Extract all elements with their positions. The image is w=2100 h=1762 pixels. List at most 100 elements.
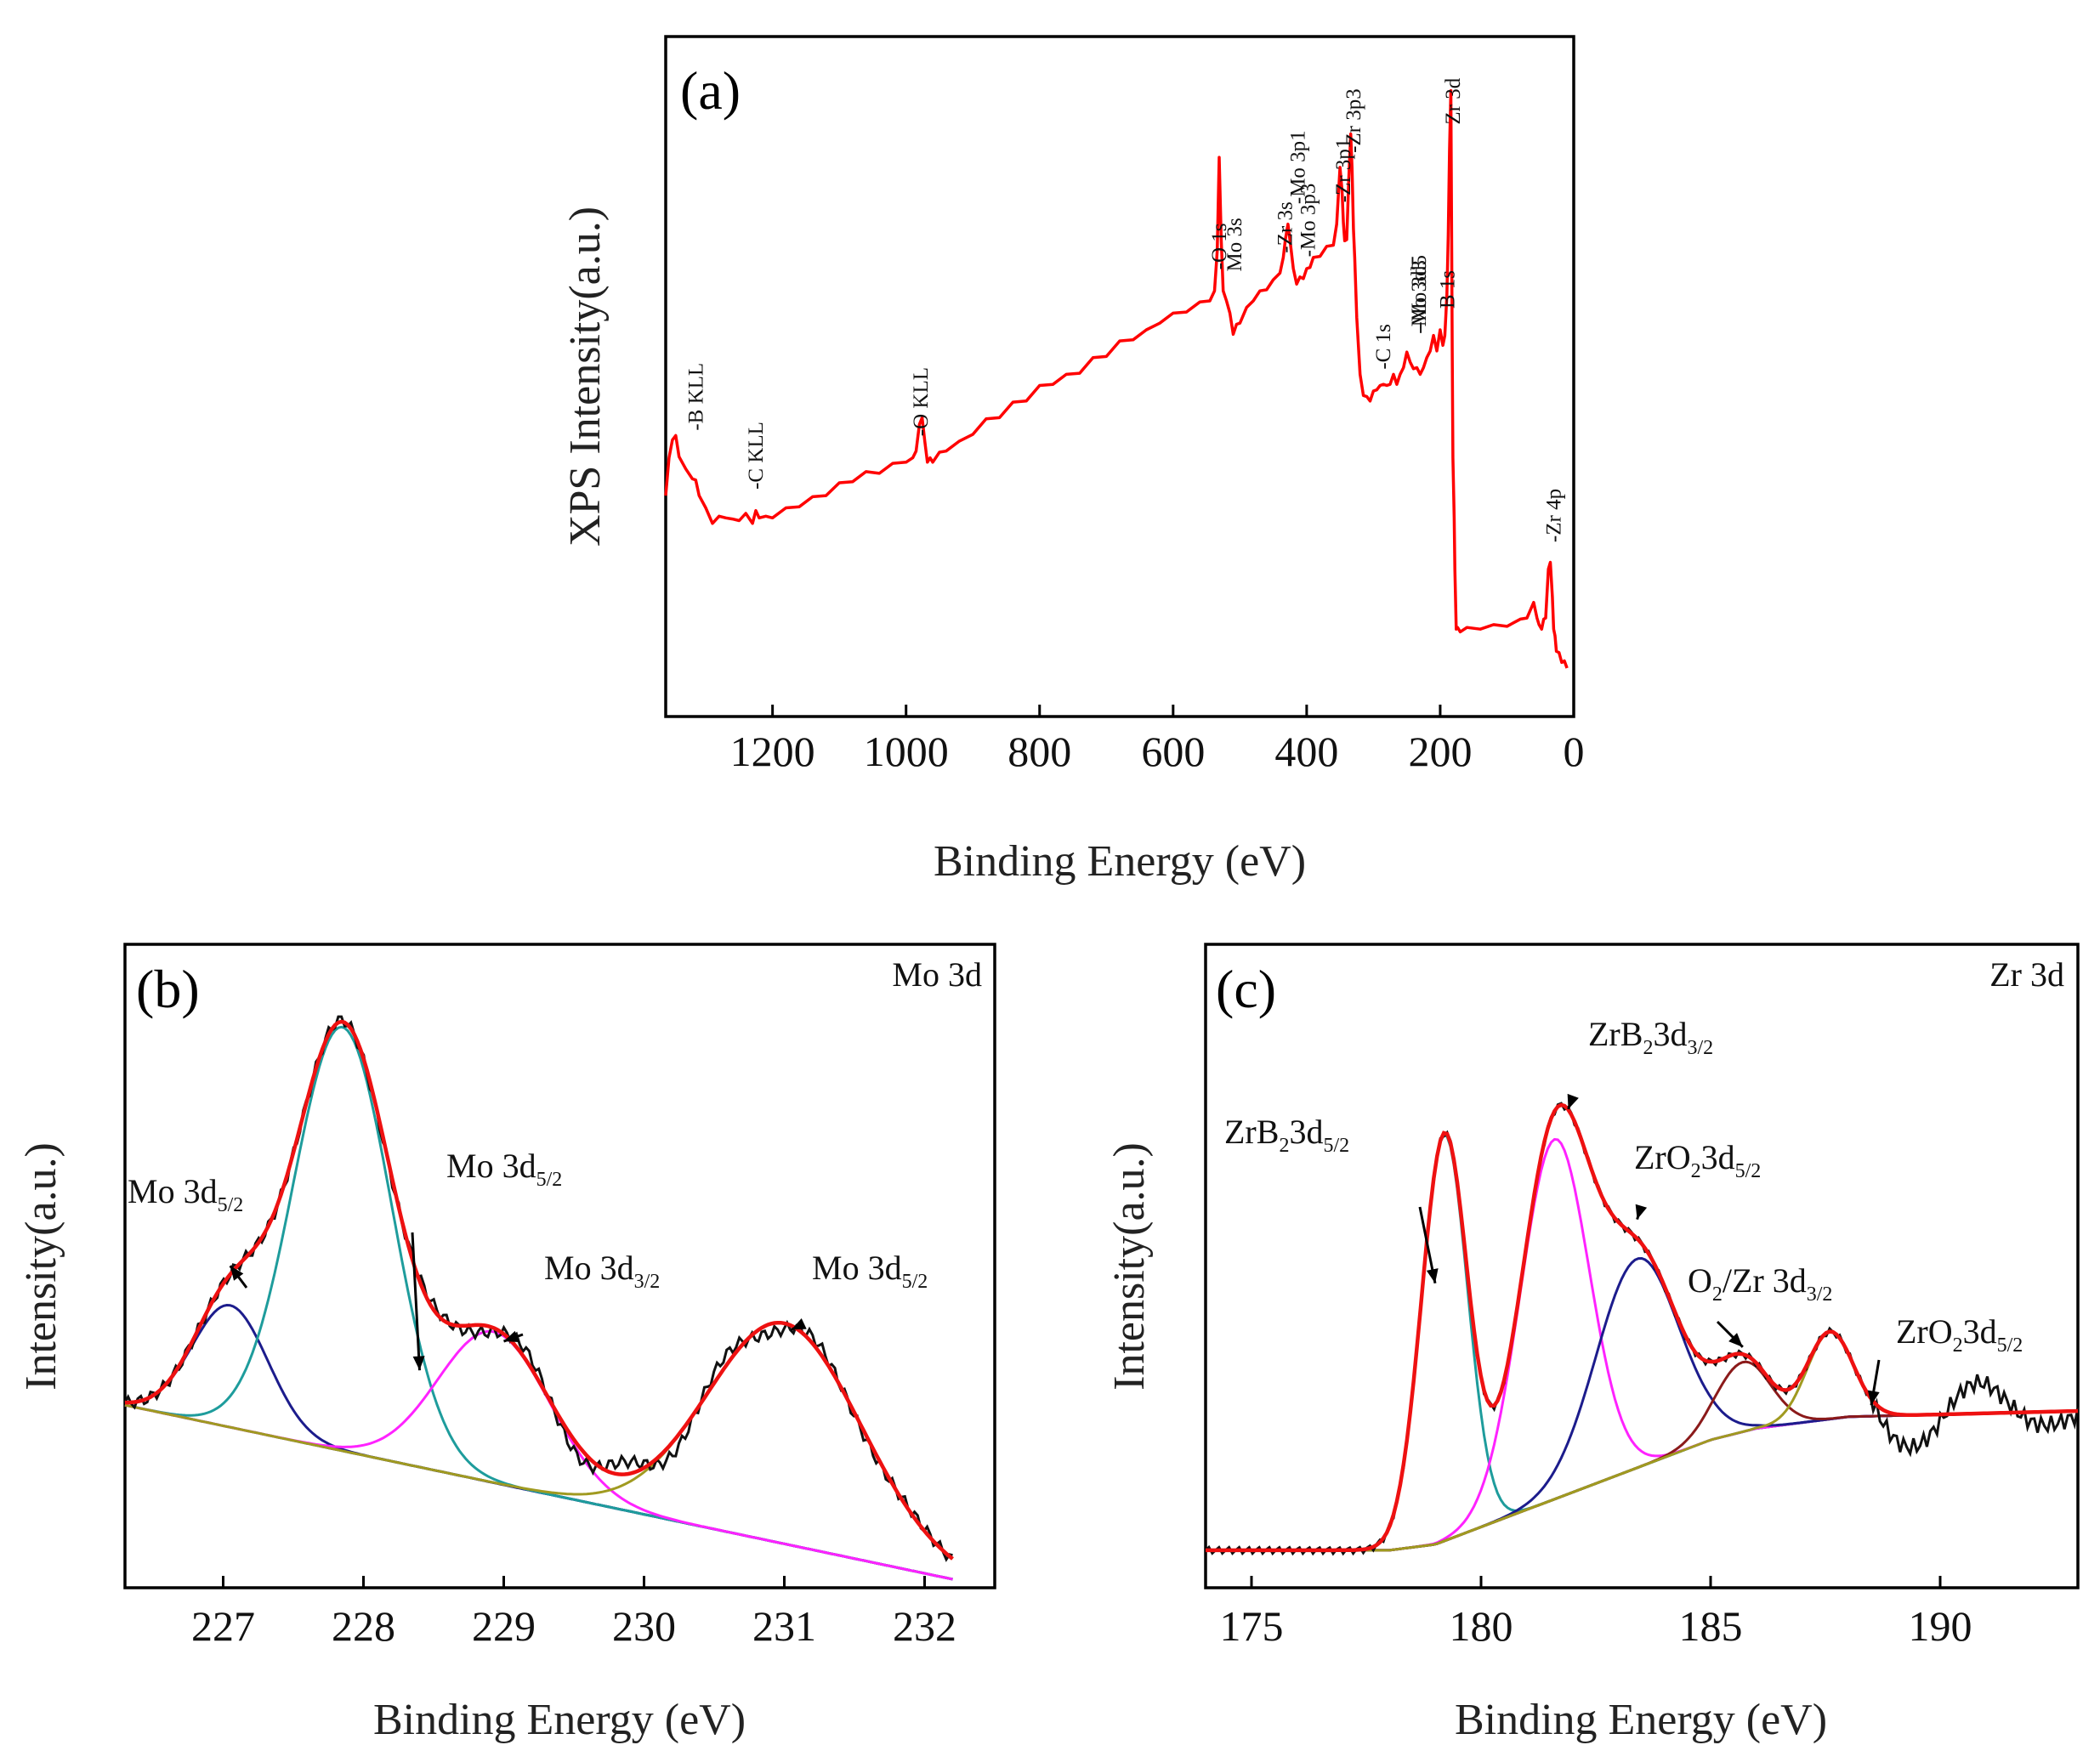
zr-3d-panel: 175 180 185 190 ZrB23d5/2 ZrB23d3/2 ZrO23d5/2… <box>1105 943 2080 1744</box>
panel-b-x-tick-label: 230 <box>612 1602 676 1650</box>
panel-b-annotation-arrowhead <box>230 1266 244 1281</box>
panel-c-annotation-rest: 3d <box>1289 1113 1323 1151</box>
panel-c-annotation-arrowhead <box>1426 1268 1439 1283</box>
panel-c-baseline <box>1206 1409 2079 1552</box>
panel-c-annotation-text: ZrB23d5/2 <box>1224 1113 1349 1157</box>
panel-b-x-axis-label: Binding Energy (eV) <box>373 1696 746 1744</box>
panel-a-peak-label: -Zr 3p3 <box>1342 88 1365 153</box>
panel-a-peak-label: -C KLL <box>745 422 768 490</box>
panel-b-x-tick-label: 227 <box>191 1602 255 1650</box>
panel-a-ticks: 1200 1000 800 600 400 200 0 <box>730 705 1585 775</box>
panel-c-curves <box>1204 1102 2080 1556</box>
panel-c-annotation-subscript: 5/2 <box>1997 1334 2023 1357</box>
panel-c-x-axis-label: Binding Energy (eV) <box>1455 1696 1827 1744</box>
panel-c-x-tick-label: 180 <box>1450 1602 1513 1650</box>
panel-b-annotation-arrowhead <box>412 1356 425 1371</box>
panel-c-annotation-subscript: 3/2 <box>1687 1037 1713 1059</box>
panel-a-peak-label: Zr 3d <box>1442 77 1465 124</box>
panel-b-curves <box>123 1015 954 1581</box>
panel-c-annotation-subscript: 3/2 <box>1807 1283 1833 1306</box>
panel-c-annotation-subscript: 5/2 <box>1735 1160 1762 1182</box>
panel-a-x-tick-label: 200 <box>1408 728 1472 775</box>
panel-b-component-curve <box>125 1303 953 1581</box>
panel-b-annotation-text: Mo 3d5/2 <box>446 1147 562 1191</box>
panel-c-component-curve <box>1206 1256 2079 1552</box>
panel-a-x-tick-label: 1000 <box>864 728 949 775</box>
panel-c-annotation-subscript: 2 <box>1643 1037 1653 1059</box>
panel-c-x-tick-label: 175 <box>1220 1602 1284 1650</box>
panel-c-annotation-subscript: 2 <box>1712 1283 1723 1306</box>
panel-a-peak-label: Mo 3s <box>1223 218 1246 271</box>
panel-a-y-axis-label: XPS Intensity(a.u.) <box>561 207 610 547</box>
survey-spectrum-panel: 1200 1000 800 600 400 200 0 -B KLL -C KLL -O KLL… <box>561 35 1585 886</box>
panel-a-x-tick-label: 800 <box>1007 728 1071 775</box>
panel-a-peak-label: -Mo 3p1 <box>1287 130 1310 204</box>
panel-b-annotation-text: Mo 3d3/2 <box>544 1249 660 1293</box>
panel-b-annotation-arrow <box>411 1232 421 1371</box>
panel-c-annotation-subscript: 2 <box>1953 1334 1963 1357</box>
panel-c-envelope-curve <box>1206 1102 2079 1553</box>
panel-c-annotation-text: ZrO23d5/2 <box>1634 1138 1761 1182</box>
panel-c-annotation-rest: 3d <box>1653 1015 1687 1053</box>
panel-c-y-axis-label: Intensity(a.u.) <box>1105 1142 1154 1391</box>
panel-a-peak-label: -Mo 3d3 <box>1408 260 1431 334</box>
panel-b-annotation-subscript: 5/2 <box>218 1194 244 1216</box>
panel-a-peak-label: -Mo 3p3 <box>1297 184 1320 258</box>
panel-c-annotation-rest: /Zr 3d <box>1723 1261 1807 1300</box>
panel-c-annotation-arrowhead <box>1867 1390 1880 1406</box>
panel-a-peak-label: -Mo 3d5 <box>1408 255 1431 329</box>
panel-b-x-tick-label: 231 <box>752 1602 816 1650</box>
panel-c-annotation-text: ZrO23d5/2 <box>1896 1312 2023 1357</box>
panel-b-envelope-curve <box>125 1019 954 1561</box>
panel-b-annotation-text: Mo 3d5/2 <box>812 1249 928 1293</box>
panel-c-annotation-text: O2/Zr 3d3/2 <box>1688 1261 1832 1306</box>
panel-a-x-tick-label: 600 <box>1141 728 1205 775</box>
panel-a-x-axis-label: Binding Energy (eV) <box>934 837 1306 886</box>
panel-c-ticks: 175 180 185 190 <box>1220 1576 1972 1650</box>
panel-b-ticks: 227 228 229 230 231 232 <box>191 1576 956 1650</box>
panel-b-x-tick-label: 228 <box>332 1602 395 1650</box>
panel-a-frame <box>664 35 1575 718</box>
panel-b-annotation-subscript: 5/2 <box>536 1169 563 1191</box>
panel-b-annotation-arrowhead <box>791 1317 807 1330</box>
panel-a-peak-label: B 1s <box>1437 270 1460 309</box>
panel-b-frame <box>123 943 996 1589</box>
panel-a-x-tick-label: 1200 <box>730 728 815 775</box>
panel-c-annotation-subscript: 2 <box>1279 1135 1289 1157</box>
panel-b-component-curve <box>124 1025 953 1581</box>
panel-b-label: (b) <box>136 959 200 1019</box>
panel-a-peak-label: -Zr 3p1 <box>1332 139 1355 203</box>
panel-a-x-tick-label: 400 <box>1274 728 1338 775</box>
panel-c-annotation-rest: 3d <box>1963 1312 1997 1351</box>
panel-b-annotation-text: Mo 3d5/2 <box>128 1172 243 1216</box>
panel-b-annotation-arrowhead <box>503 1330 519 1343</box>
panel-b-corner-label: Mo 3d <box>892 955 982 994</box>
panel-c-annotation-arrowhead <box>1728 1333 1743 1347</box>
panel-a-label: (a) <box>680 60 741 121</box>
panel-b-x-tick-label: 232 <box>893 1602 956 1650</box>
panel-c-annotation-text: ZrB23d3/2 <box>1588 1015 1713 1059</box>
panel-b-measured-curve <box>123 1015 953 1562</box>
panel-c-component-curve <box>1206 1360 2079 1552</box>
panel-b-annotation-subscript: 3/2 <box>634 1271 661 1293</box>
panel-c-x-tick-label: 190 <box>1909 1602 1972 1650</box>
panel-b-y-axis-label: Intensity(a.u.) <box>17 1142 65 1391</box>
mo-3d-panel: 227 228 229 230 231 232 Mo 3d5/2Mo 3d5/2Mo 3d… <box>17 943 996 1744</box>
panel-c-annotation-subscript: 2 <box>1691 1160 1701 1182</box>
panel-a-peak-label: -O 1s <box>1208 224 1231 270</box>
panel-b-x-tick-label: 229 <box>472 1602 536 1650</box>
panel-c-annotation-rest: 3d <box>1701 1138 1735 1176</box>
panel-a-x-tick-label: 0 <box>1564 728 1585 775</box>
panel-a-peak-label: -Zr 4p <box>1542 489 1565 542</box>
panel-c-corner-label: Zr 3d <box>1989 955 2064 994</box>
panel-a-peak-label: -O KLL <box>910 367 933 436</box>
panel-c-frame <box>1204 943 2080 1589</box>
survey-spectrum-line <box>664 88 1569 669</box>
panel-b-annotation-subscript: 5/2 <box>902 1271 928 1293</box>
panel-c-annotation-arrowhead <box>1567 1093 1579 1109</box>
panel-a-peak-label: -B KLL <box>684 363 707 431</box>
panel-c-annotations: ZrB23d5/2 ZrB23d3/2 ZrO23d5/2 O2/Zr 3d3/2 Zr… <box>1224 1015 2023 1406</box>
panel-a-peak-label: -C 1s <box>1372 324 1395 369</box>
panel-c-x-tick-label: 185 <box>1679 1602 1743 1650</box>
